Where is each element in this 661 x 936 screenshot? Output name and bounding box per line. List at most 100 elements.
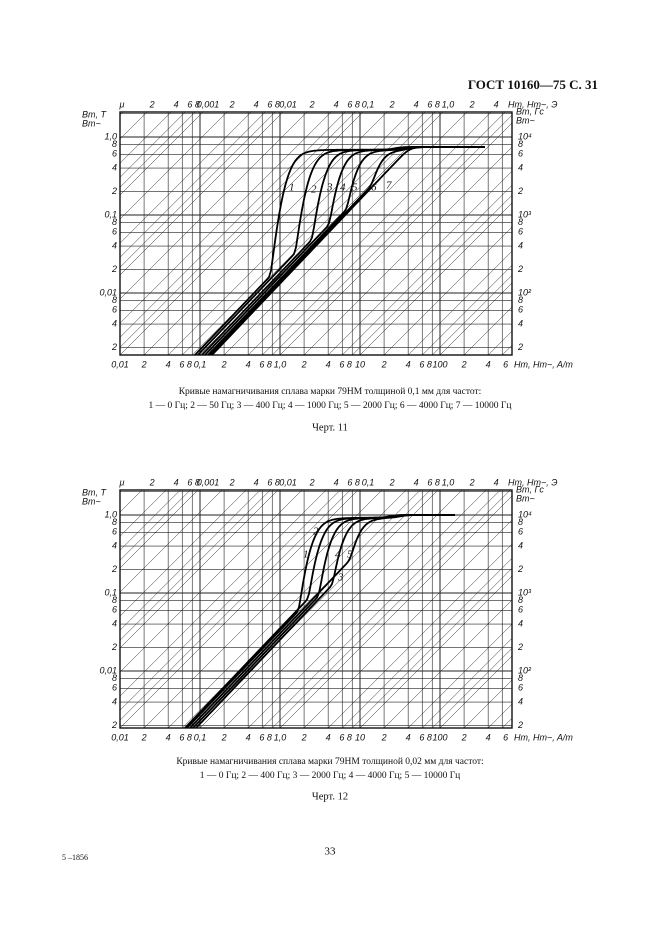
x-tick-label: 2 <box>461 359 467 369</box>
header-title: ГОСТ 10160—75 С. 31 <box>468 77 598 92</box>
diagonal-line <box>359 575 512 728</box>
top-tick-label: 4 <box>414 99 419 109</box>
x-tick-label: 4 <box>326 359 331 369</box>
diagonal-line <box>342 184 512 355</box>
x-tick-label: 100 <box>432 732 447 742</box>
y-tick-label: 6 <box>112 683 117 693</box>
diagonal-line <box>432 647 512 728</box>
diagonal-line <box>120 490 191 561</box>
diagonal-line <box>120 112 356 348</box>
diagonal-line <box>120 112 308 300</box>
diagonal-line <box>279 122 512 355</box>
y-tick-label: 6 <box>112 527 117 537</box>
y2-tick-label: 6 <box>518 305 523 315</box>
top-tick-label: 2 <box>469 99 475 109</box>
top-tick-label: 2 <box>149 99 155 109</box>
diagonal-line <box>120 490 303 673</box>
top-tick-label: μ <box>119 477 125 487</box>
y2-tick-label: 10² <box>518 287 532 297</box>
y-tick-label: 1,0 <box>104 131 117 141</box>
top-tick-label: 1,0 <box>442 99 455 109</box>
top-tick-label: 4 <box>334 477 339 487</box>
y-tick-label: 0,01 <box>99 287 117 297</box>
y-tick-label: 0,1 <box>104 209 117 219</box>
curve <box>211 146 484 355</box>
top-tick-label: 0,01 <box>279 477 297 487</box>
top-tick-label: 6 8 <box>267 99 280 109</box>
y-tick-label: 1,0 <box>104 509 117 519</box>
y-tick-label: 2 <box>111 720 117 730</box>
x-tick-label: 4 <box>166 359 171 369</box>
y-tick-label: 8 <box>112 595 117 605</box>
curve-label: 5 <box>347 549 353 561</box>
x-tick-label: 6 8 <box>179 359 192 369</box>
y-tick-label: 8 <box>112 217 117 227</box>
footer-code: 5 –1856 <box>62 853 88 862</box>
caption: 1 — 0 Гц; 2 — 400 Гц; 3 — 2000 Гц; 4 — 4… <box>200 771 461 781</box>
diagonal-line <box>120 490 223 593</box>
y2-tick-label: 2 <box>517 720 523 730</box>
diagonal-line <box>223 490 463 728</box>
y-tick-label: 0,01 <box>99 665 117 675</box>
y2-tick-label: 8 <box>518 295 523 305</box>
x-tick-label: 4 <box>326 732 331 742</box>
diagonal-line <box>120 490 247 617</box>
y2-tick-label: 2 <box>517 186 523 196</box>
top-tick-label: 2 <box>389 99 395 109</box>
y-axis-label: Bm, T <box>82 109 108 119</box>
top-tick-label: 4 <box>494 477 499 487</box>
diagonal-line <box>303 146 512 355</box>
diagonal-line <box>272 114 512 355</box>
diagonal-line <box>352 567 512 728</box>
y2-tick-label: 8 <box>518 595 523 605</box>
x-tick-label: 4 <box>406 732 411 742</box>
diagonal-line <box>223 112 468 355</box>
diagonal-line <box>439 655 512 728</box>
x-tick-label: 2 <box>381 732 387 742</box>
x-tick-label: 2 <box>301 359 307 369</box>
x-tick-label: 4 <box>246 732 251 742</box>
y-tick-label: 8 <box>112 517 117 527</box>
diagonal-line <box>327 170 512 355</box>
diagonal-line <box>383 226 512 355</box>
x-tick-label: 6 8 <box>339 732 352 742</box>
y-tick-label: 4 <box>112 540 117 550</box>
page-number: 33 <box>325 846 337 858</box>
diagonal-line <box>120 490 327 697</box>
y-axis-label: Bm, T <box>82 487 108 497</box>
y2-axis-label: Bm~ <box>516 115 535 125</box>
diagonal-line <box>262 112 506 355</box>
diagonal-line <box>407 623 512 728</box>
caption: Кривые намагничивания сплава марки 79НМ … <box>176 756 483 767</box>
diagonal-line <box>120 490 261 631</box>
y2-tick-label: 4 <box>518 618 523 628</box>
y2-tick-label: 4 <box>518 318 523 328</box>
diagonal-line <box>120 112 196 188</box>
y2-axis-label: Bm~ <box>516 493 535 503</box>
y2-tick-label: 6 <box>518 149 523 159</box>
y-tick-label: 2 <box>111 264 117 274</box>
y-tick-label: 4 <box>112 696 117 706</box>
x-tick-label: 2 <box>301 732 307 742</box>
x-tick-label: 2 <box>381 359 387 369</box>
x-tick-label: 6 8 <box>339 359 352 369</box>
y2-tick-label: 8 <box>518 139 523 149</box>
y2-tick-label: 8 <box>518 217 523 227</box>
y2-tick-label: 6 <box>518 605 523 615</box>
top-tick-label: 1,0 <box>442 477 455 487</box>
curve-label: 3 <box>337 572 344 584</box>
x-tick-label: 4 <box>486 732 491 742</box>
x-tick-label: 0,1 <box>194 359 207 369</box>
y-tick-label: 2 <box>111 342 117 352</box>
curve-label: 6 <box>371 182 377 194</box>
y2-tick-label: 4 <box>518 696 523 706</box>
x-tick-label: 6 <box>503 359 508 369</box>
diagonal-line <box>262 490 501 728</box>
x-tick-label: 10 <box>355 359 365 369</box>
diagonal-line <box>439 282 512 355</box>
x-tick-label: 100 <box>432 359 447 369</box>
y2-tick-label: 10³ <box>518 209 532 219</box>
x-tick-label: 6 8 <box>419 732 432 742</box>
